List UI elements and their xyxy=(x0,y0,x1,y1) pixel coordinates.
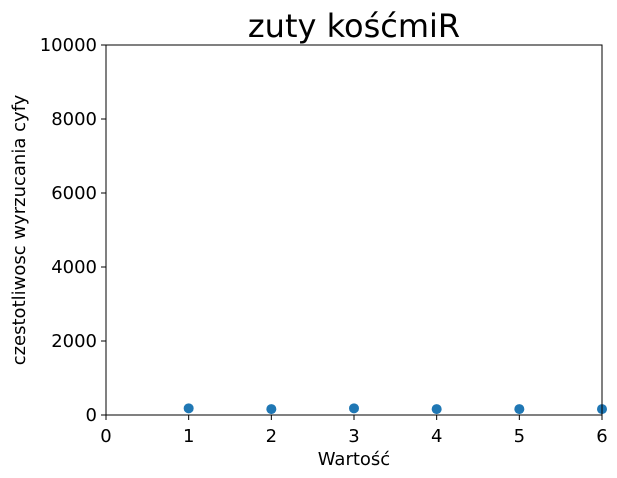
data-point xyxy=(431,404,442,415)
data-point xyxy=(349,403,359,414)
x-tick-label: 6 xyxy=(596,426,607,447)
y-axis-ticks: 0 2000 4000 6000 8000 10000 xyxy=(40,35,106,426)
y-tick-label: 6000 xyxy=(51,183,97,204)
x-axis-label: Wartość xyxy=(318,449,390,470)
y-tick-label: 2000 xyxy=(51,331,97,352)
x-tick-label: 4 xyxy=(431,426,442,447)
y-tick-label: 0 xyxy=(86,405,97,426)
y-tick-label: 10000 xyxy=(40,35,97,56)
x-tick-label: 5 xyxy=(514,426,525,447)
y-tick-label: 4000 xyxy=(51,257,97,278)
data-point xyxy=(514,404,525,415)
x-tick-label: 2 xyxy=(266,426,277,447)
chart-title: zuty kośćmiR xyxy=(248,7,460,45)
plot-frame xyxy=(105,44,603,416)
y-axis-label: czestotliwosc wyrzucania cyfy xyxy=(9,94,30,365)
x-tick-label: 3 xyxy=(348,426,359,447)
x-tick-label: 1 xyxy=(183,426,194,447)
data-points xyxy=(183,403,607,415)
x-tick-label: 0 xyxy=(100,426,111,447)
x-axis-ticks: 0 1 2 3 4 5 6 xyxy=(100,415,608,447)
y-tick-label: 8000 xyxy=(51,109,97,130)
data-point xyxy=(183,403,194,414)
data-point xyxy=(266,404,277,415)
